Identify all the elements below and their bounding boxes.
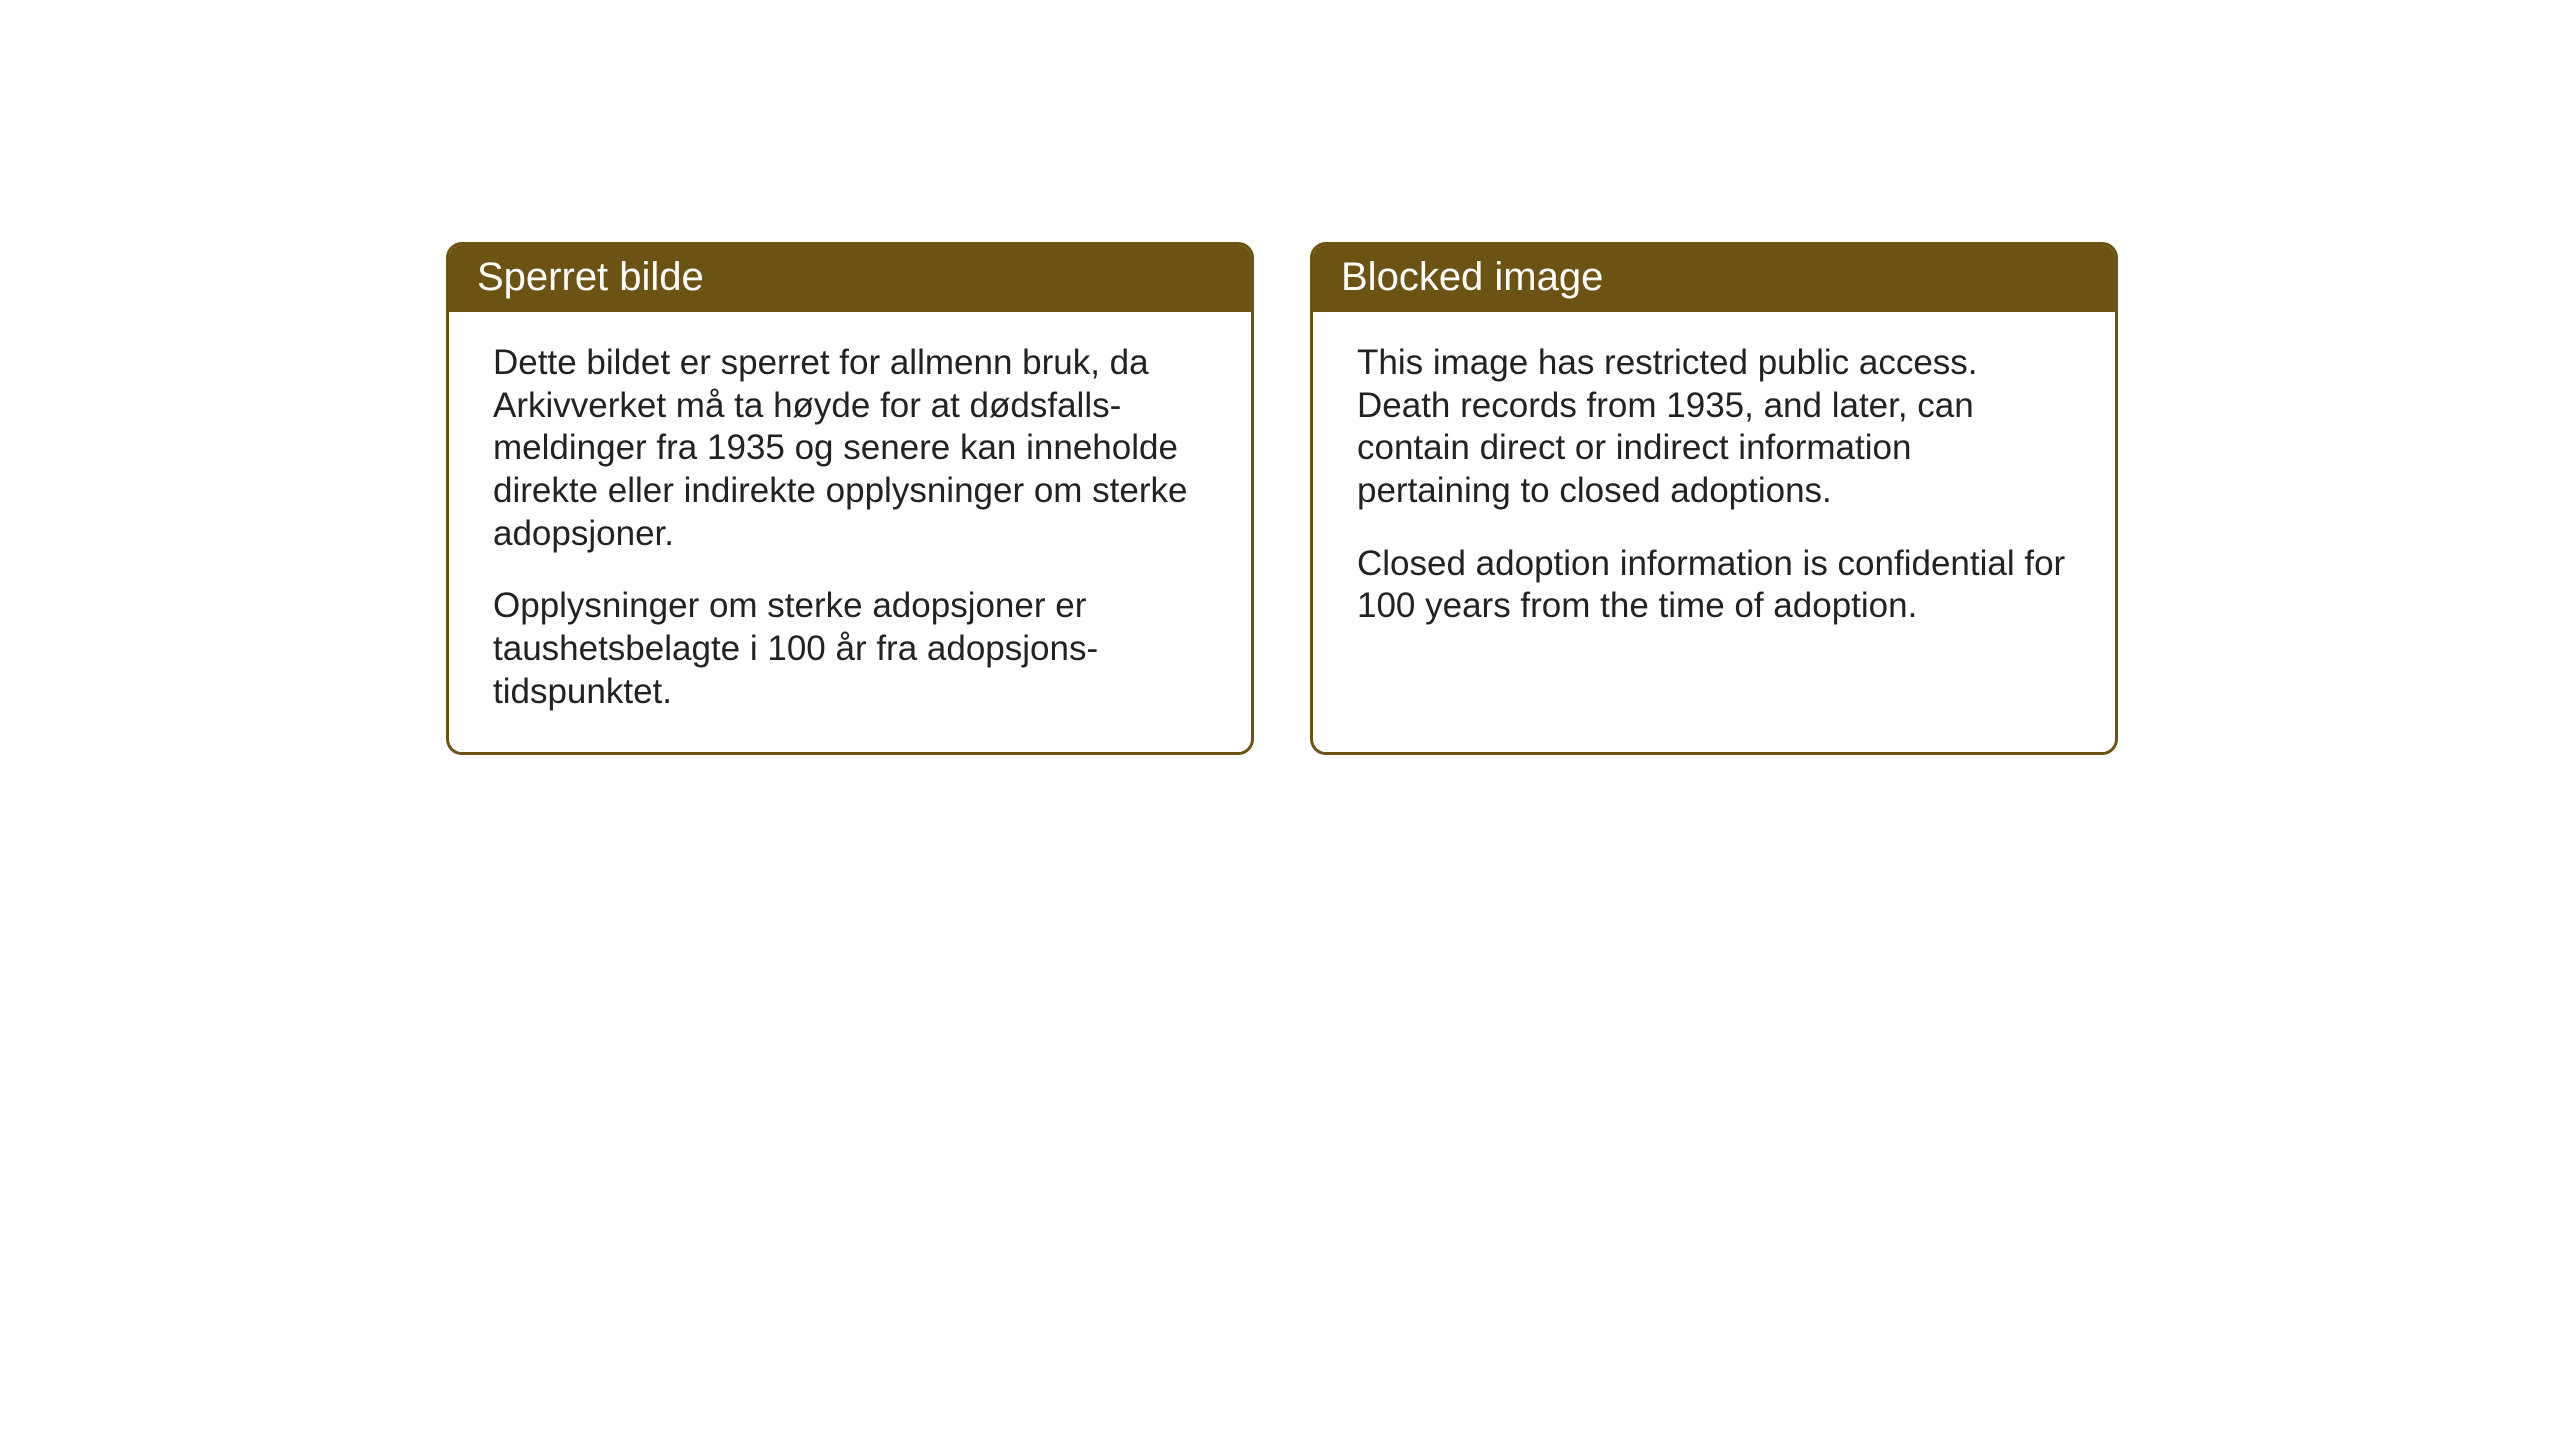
- card-header-norwegian: Sperret bilde: [449, 245, 1251, 312]
- card-paragraph: Dette bildet er sperret for allmenn bruk…: [493, 342, 1207, 555]
- card-paragraph: Closed adoption information is confident…: [1357, 543, 2071, 628]
- card-title: Blocked image: [1341, 255, 1603, 299]
- card-body-norwegian: Dette bildet er sperret for allmenn bruk…: [449, 312, 1251, 752]
- card-paragraph: This image has restricted public access.…: [1357, 342, 2071, 513]
- card-header-english: Blocked image: [1313, 245, 2115, 312]
- notice-card-english: Blocked image This image has restricted …: [1310, 242, 2118, 755]
- notice-card-norwegian: Sperret bilde Dette bildet er sperret fo…: [446, 242, 1254, 755]
- notice-cards-container: Sperret bilde Dette bildet er sperret fo…: [446, 242, 2118, 755]
- card-title: Sperret bilde: [477, 255, 704, 299]
- card-paragraph: Opplysninger om sterke adopsjoner er tau…: [493, 585, 1207, 713]
- card-body-english: This image has restricted public access.…: [1313, 312, 2115, 708]
